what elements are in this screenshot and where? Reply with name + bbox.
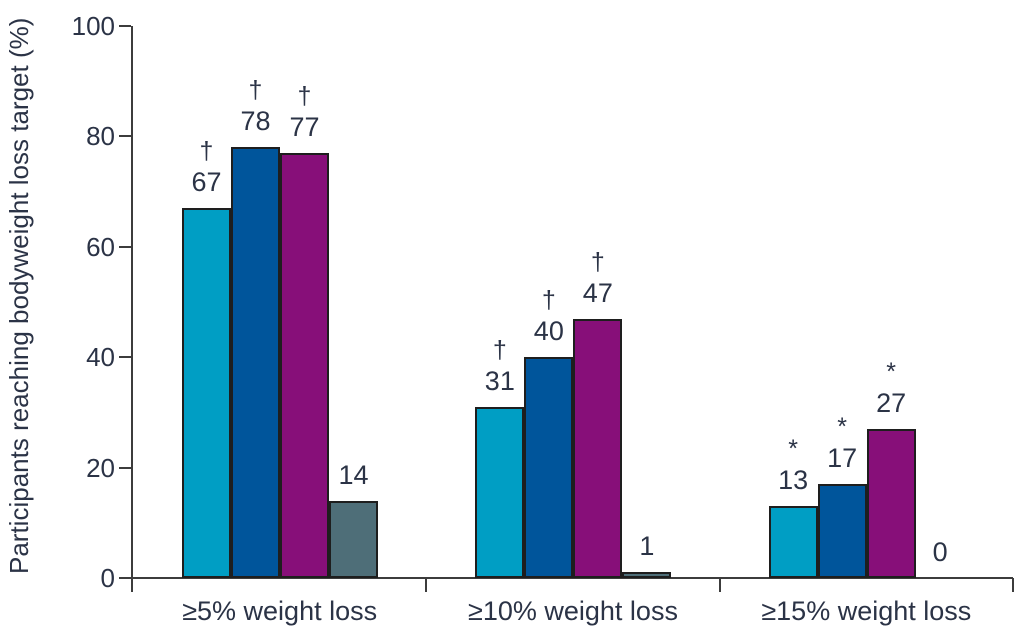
x-axis-line	[131, 577, 1013, 579]
y-axis-tick	[119, 577, 131, 579]
bar-series-2-group2	[524, 357, 574, 578]
bar-series-1-group3	[768, 506, 818, 578]
bar-series-1-group2	[475, 406, 525, 578]
bar-series-1-group1	[182, 208, 231, 578]
bar-series-3-group1	[280, 152, 329, 578]
bar-value-label: 40	[533, 316, 564, 347]
bar-value-label: 1	[639, 531, 655, 562]
bar-series-2-group3	[817, 484, 867, 578]
bar-series-4-group2	[622, 572, 672, 578]
bar-value-label: 14	[338, 459, 369, 490]
significance-marker: *	[886, 357, 897, 386]
x-axis-category-label: ≥5% weight loss	[182, 596, 378, 626]
x-axis-category-label: ≥10% weight loss	[468, 596, 678, 626]
bar-value-label: 17	[827, 443, 858, 474]
significance-marker: †	[590, 247, 605, 276]
y-axis-tick	[119, 245, 131, 248]
significance-marker: †	[248, 76, 263, 105]
bar-series-4-group1	[329, 500, 378, 578]
y-axis-tick-label: 20	[86, 452, 115, 483]
significance-marker: †	[297, 81, 312, 110]
x-axis-tick	[425, 578, 428, 592]
bar-value-label: 78	[240, 106, 271, 137]
y-axis-tick	[119, 466, 131, 469]
y-axis-line	[131, 26, 133, 592]
bar-value-label: 67	[191, 167, 222, 198]
y-axis-tick	[119, 135, 131, 138]
significance-marker: †	[199, 137, 214, 166]
x-axis-tick	[718, 578, 721, 592]
significance-marker: †	[492, 335, 507, 364]
x-axis-tick	[1012, 578, 1014, 592]
significance-marker: *	[837, 413, 848, 442]
y-axis-title: Participants reaching bodyweight loss ta…	[4, 17, 34, 575]
bar-series-2-group1	[231, 147, 280, 578]
y-axis-tick	[119, 356, 131, 359]
y-axis-tick-label: 80	[86, 121, 115, 152]
y-axis-tick	[119, 25, 131, 27]
x-axis-category-label: ≥15% weight loss	[761, 596, 972, 626]
bar-value-label: 27	[876, 387, 907, 418]
significance-marker: †	[541, 286, 556, 315]
bar-value-label: 31	[484, 365, 515, 396]
y-axis-tick-label: 60	[86, 231, 115, 262]
y-axis-tick-label: 100	[71, 11, 115, 41]
y-axis-tick-label: 40	[86, 342, 115, 373]
significance-marker: *	[788, 435, 799, 464]
bar-value-label: 13	[778, 465, 809, 496]
bar-value-label: 77	[289, 111, 320, 142]
bar-value-label: 0	[932, 537, 948, 567]
y-axis-tick-label: 0	[100, 563, 115, 593]
bar-series-3-group2	[573, 318, 623, 578]
bar-value-label: 47	[582, 277, 613, 308]
bar-series-3-group3	[866, 428, 916, 578]
